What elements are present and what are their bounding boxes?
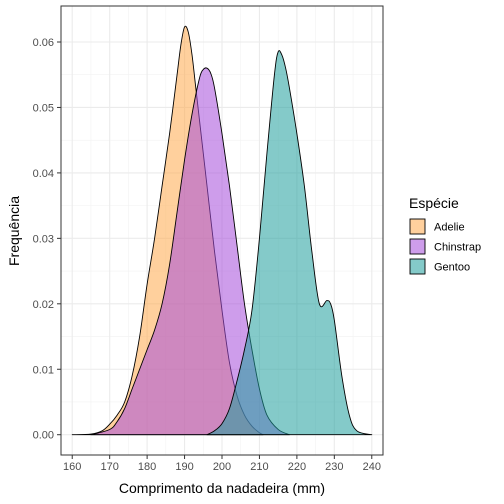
x-axis-title: Comprimento da nadadeira (mm): [119, 480, 325, 496]
x-tick-label: 160: [63, 461, 81, 473]
y-axis: 0.00 0.01 0.02 0.03 0.04 0.05 0.06: [33, 37, 61, 442]
legend-swatch-adelie: [409, 218, 426, 235]
y-tick-label: 0.04: [33, 168, 54, 180]
x-tick-label: 220: [288, 461, 306, 473]
legend-swatch-chinstrap: [409, 238, 426, 255]
legend-label-adelie: Adelie: [434, 222, 465, 234]
y-tick-label: 0.00: [33, 430, 54, 442]
y-axis-title: Frequência: [6, 196, 22, 266]
legend-label-gentoo: Gentoo: [434, 262, 470, 274]
x-tick-label: 170: [100, 461, 118, 473]
y-tick-label: 0.06: [33, 37, 54, 49]
y-tick-label: 0.05: [33, 102, 54, 114]
y-tick-label: 0.03: [33, 233, 54, 245]
x-tick-label: 190: [175, 461, 193, 473]
x-tick-label: 240: [363, 461, 381, 473]
legend-swatch-gentoo: [409, 258, 426, 275]
legend-label-chinstrap: Chinstrap: [434, 242, 481, 254]
x-tick-label: 210: [250, 461, 268, 473]
x-tick-label: 180: [138, 461, 156, 473]
y-tick-label: 0.02: [33, 299, 54, 311]
x-tick-label: 230: [325, 461, 343, 473]
x-tick-label: 200: [213, 461, 231, 473]
density-areas: [71, 25, 373, 436]
y-tick-label: 0.01: [33, 364, 54, 376]
legend: Espécie Adelie Chinstrap Gentoo: [409, 195, 481, 275]
density-area-gentoo: [206, 50, 373, 436]
x-axis: 160 170 180 190 200 210 220 230 240: [63, 455, 381, 473]
legend-title: Espécie: [409, 195, 459, 211]
